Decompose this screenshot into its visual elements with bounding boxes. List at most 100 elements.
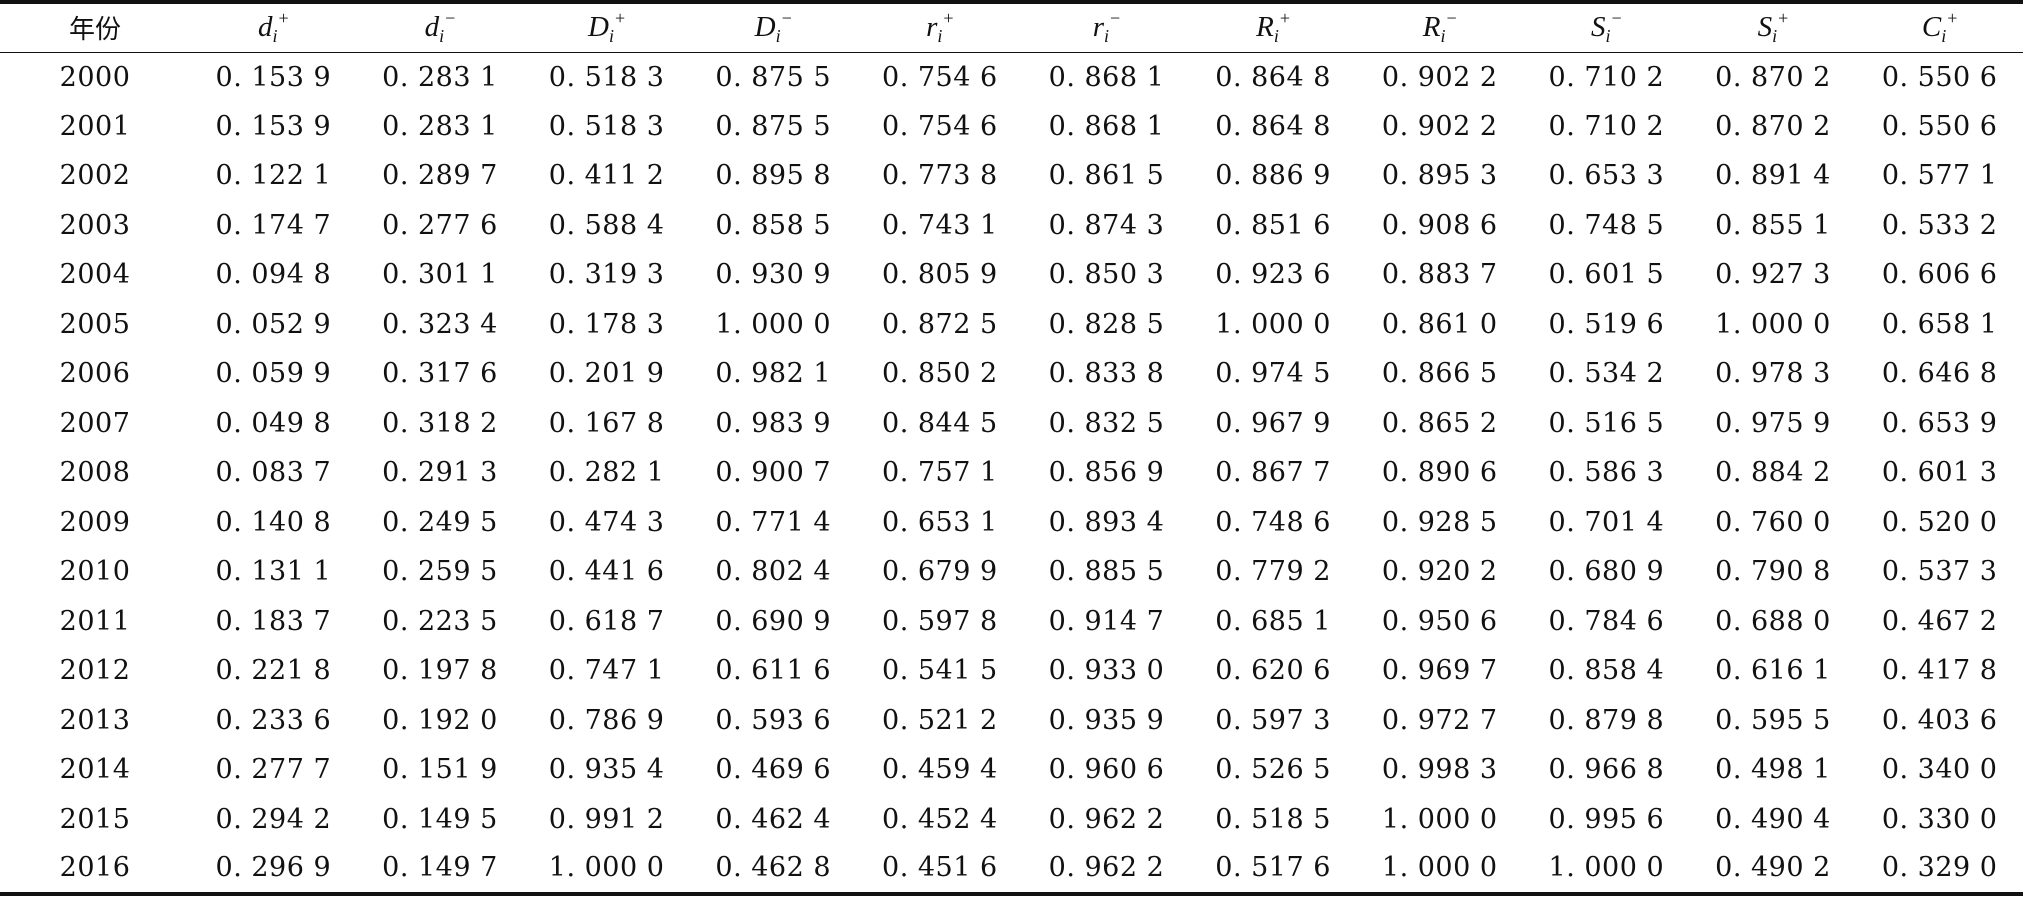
column-symbol: di+ [258, 8, 289, 46]
value-cell: 0. 710 2 [1548, 110, 1665, 142]
value-cell: 0. 771 4 [715, 506, 832, 538]
symbol-subscript: i [937, 26, 943, 47]
symbol-superscript: + [278, 8, 289, 29]
value-cell: 0. 149 7 [356, 844, 524, 896]
value-cell: 0. 828 5 [1048, 308, 1165, 340]
value-cell: 0. 747 1 [548, 655, 665, 687]
value-cell: 0. 586 3 [1548, 457, 1665, 489]
value-cell: 0. 786 9 [548, 704, 665, 736]
value-cell: 0. 083 7 [215, 457, 332, 489]
value-cell: 0. 411 2 [548, 160, 665, 192]
value-cell: 0. 151 9 [382, 754, 498, 786]
year-cell: 2013 [59, 704, 131, 736]
year-cell: 2011 [59, 605, 131, 637]
symbol-base: D [754, 11, 776, 44]
symbol-superscript: + [1947, 8, 1958, 29]
value-cell: 0. 526 5 [1215, 754, 1331, 786]
value-cell: 0. 611 6 [715, 655, 832, 687]
value-cell: 0. 149 5 [382, 803, 498, 835]
value-cell: 0. 995 6 [1548, 803, 1665, 835]
symbol-base: R [1256, 11, 1274, 44]
value-cell: 0. 966 8 [1548, 754, 1665, 786]
value-cell: 0. 201 9 [548, 358, 665, 390]
value-cell: 0. 886 9 [1215, 160, 1331, 192]
value-cell: 0. 875 5 [715, 110, 832, 142]
value-cell: 0. 902 2 [1381, 61, 1498, 93]
symbol-subscript: i [1104, 26, 1110, 47]
value-cell: 0. 754 6 [882, 110, 998, 142]
column-symbol: ri+ [926, 8, 953, 47]
value-cell: 0. 855 1 [1715, 209, 1831, 241]
column-symbol: ri− [1093, 8, 1120, 47]
value-cell: 0. 885 5 [1048, 556, 1165, 588]
year-cell: 2010 [59, 556, 131, 588]
value-cell: 0. 748 5 [1548, 209, 1665, 241]
value-cell: 0. 710 2 [1548, 61, 1665, 93]
column-symbol: Di− [754, 8, 792, 46]
value-cell: 0. 588 4 [548, 209, 665, 241]
symbol-superscript: − [1446, 8, 1457, 29]
value-cell: 0. 541 5 [882, 655, 998, 687]
value-cell: 0. 516 5 [1548, 407, 1665, 439]
value-cell: 0. 861 5 [1048, 160, 1165, 192]
symbol-superscript: + [1279, 8, 1291, 29]
symbol-subscript: i [1941, 26, 1947, 47]
value-cell: 0. 935 4 [548, 754, 665, 786]
column-symbol: Ri+ [1256, 8, 1291, 46]
value-cell: 0. 983 9 [715, 407, 832, 439]
value-cell: 0. 518 3 [548, 110, 665, 142]
value-cell: 0. 597 8 [882, 605, 998, 637]
value-cell: 0. 153 9 [215, 61, 332, 93]
value-cell: 0. 521 2 [882, 704, 998, 736]
table-row: 2008 0. 083 7 0. 291 3 0. 282 1 0. 900 7 0. 7… [0, 448, 2023, 498]
value-cell: 0. 616 1 [1715, 655, 1831, 687]
value-cell: 0. 094 8 [215, 259, 332, 291]
symbol-base: S [1591, 11, 1606, 44]
value-cell: 0. 653 3 [1548, 160, 1665, 192]
year-cell: 2003 [59, 209, 131, 241]
value-cell: 0. 867 7 [1215, 457, 1331, 489]
table-row: 2003 0. 174 7 0. 277 6 0. 588 4 0. 858 5 0. 7… [0, 201, 2023, 251]
symbol-base: d [258, 11, 273, 44]
value-cell: 0. 975 9 [1715, 407, 1831, 439]
value-cell: 0. 790 8 [1715, 556, 1831, 588]
value-cell: 0. 685 1 [1215, 605, 1331, 637]
table-row: 2016 0. 296 9 0. 149 7 1. 000 0 0. 462 8 0. 4… [0, 844, 2023, 896]
value-cell: 0. 895 8 [715, 160, 832, 192]
value-cell: 0. 914 7 [1048, 605, 1165, 637]
value-cell: 0. 908 6 [1381, 209, 1498, 241]
value-cell: 0. 223 5 [382, 605, 498, 637]
value-cell: 0. 459 4 [882, 754, 998, 786]
value-cell: 0. 805 9 [882, 259, 998, 291]
value-cell: 0. 289 7 [382, 160, 498, 192]
table-row: 2005 0. 052 9 0. 323 4 0. 178 3 1. 000 0 0. 8… [0, 300, 2023, 350]
table-row: 2014 0. 277 7 0. 151 9 0. 935 4 0. 469 6 0. 4… [0, 745, 2023, 795]
value-cell: 0. 653 9 [1881, 407, 1998, 439]
value-cell: 0. 865 2 [1381, 407, 1498, 439]
column-header-6: ri− [1023, 0, 1190, 53]
value-cell: 0. 868 1 [1048, 110, 1165, 142]
value-cell: 0. 851 6 [1215, 209, 1331, 241]
value-cell: 0. 167 8 [548, 407, 665, 439]
value-cell: 0. 318 2 [382, 407, 498, 439]
value-cell: 0. 868 1 [1048, 61, 1165, 93]
column-header-4: Di− [689, 0, 857, 53]
value-cell: 0. 856 9 [1048, 457, 1165, 489]
value-cell: 0. 962 2 [1048, 803, 1165, 835]
value-cell: 0. 183 7 [215, 605, 332, 637]
symbol-superscript: − [445, 8, 456, 29]
value-cell: 0. 283 1 [382, 110, 498, 142]
value-cell: 0. 690 9 [715, 605, 832, 637]
value-cell: 0. 928 5 [1381, 506, 1498, 538]
value-cell: 0. 249 5 [382, 506, 498, 538]
table-row: 2013 0. 233 6 0. 192 0 0. 786 9 0. 593 6 0. 5… [0, 696, 2023, 746]
value-cell: 0. 221 8 [215, 655, 332, 687]
value-cell: 0. 620 6 [1215, 655, 1331, 687]
value-cell: 0. 178 3 [548, 308, 665, 340]
value-cell: 0. 950 6 [1381, 605, 1498, 637]
value-cell: 0. 052 9 [215, 308, 332, 340]
value-cell: 0. 601 3 [1881, 457, 1998, 489]
value-cell: 0. 900 7 [715, 457, 832, 489]
value-cell: 0. 403 6 [1881, 704, 1998, 736]
value-cell: 0. 850 2 [882, 358, 998, 390]
